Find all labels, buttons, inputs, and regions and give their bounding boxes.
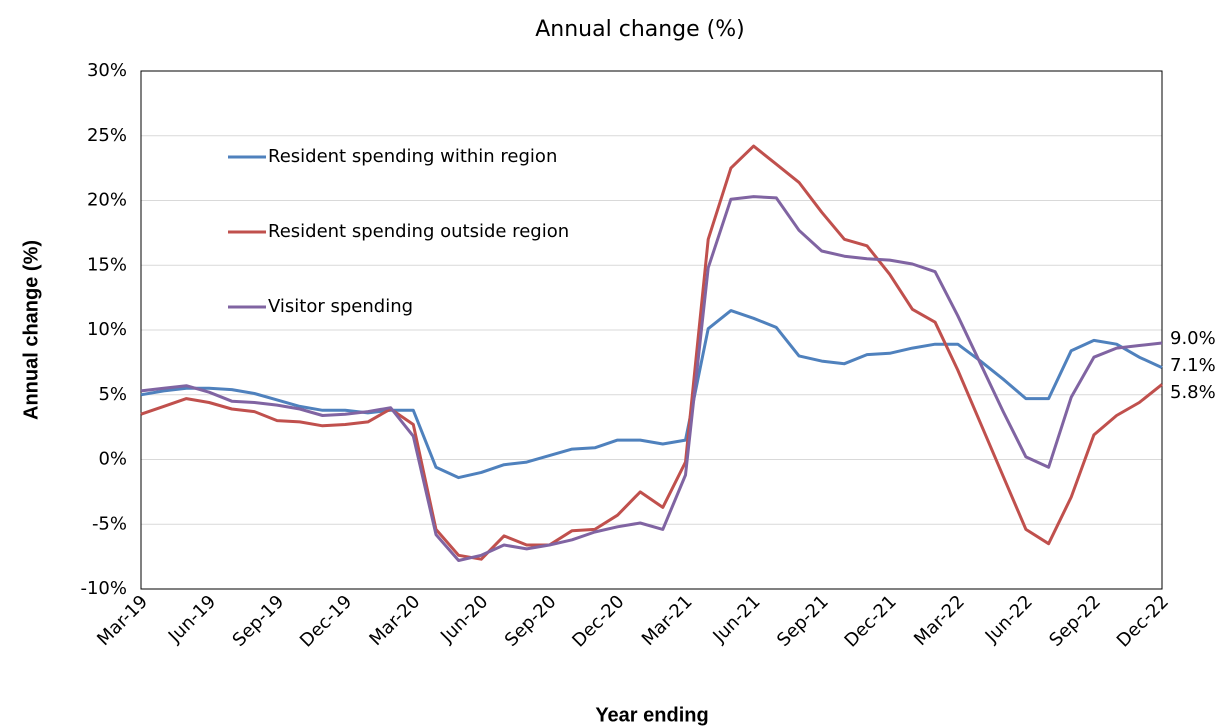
- y-axis-title: Annual change (%): [20, 240, 42, 420]
- x-tick-label: Jun-19: [164, 591, 220, 647]
- x-axis-title: Year ending: [595, 704, 708, 726]
- y-tick-label: 25%: [87, 125, 127, 146]
- x-tick-label: Sep-20: [501, 591, 561, 651]
- y-tick-label: -5%: [92, 513, 127, 534]
- end-label: 5.8%: [1170, 382, 1216, 403]
- legend-label: Resident spending outside region: [268, 221, 569, 242]
- plot-frame: [140, 70, 1163, 590]
- y-tick-label: 0%: [98, 449, 127, 470]
- y-tick-label: 10%: [87, 319, 127, 340]
- x-tick-label: Sep-21: [773, 591, 833, 651]
- x-tick-label: Jun-21: [708, 591, 764, 647]
- x-tick-label: Dec-21: [841, 591, 901, 651]
- legend-label: Resident spending within region: [268, 146, 557, 167]
- x-tick-label: Mar-20: [365, 591, 424, 650]
- y-tick-label: 30%: [87, 60, 127, 81]
- series-line: [140, 309, 1163, 480]
- legend-label: Visitor spending: [268, 296, 413, 317]
- series-line: [140, 195, 1163, 562]
- x-tick-label: Mar-21: [638, 591, 697, 650]
- y-tick-label: 20%: [87, 190, 127, 211]
- y-tick-label: -10%: [80, 578, 127, 599]
- x-tick-label: Mar-19: [93, 591, 152, 650]
- chart-title: Annual change (%): [535, 17, 745, 42]
- x-tick-label: Sep-19: [229, 591, 289, 651]
- x-tick-label: Jun-20: [436, 591, 492, 647]
- x-tick-label: Dec-19: [296, 591, 356, 651]
- end-label: 9.0%: [1170, 328, 1216, 349]
- x-tick-label: Mar-22: [910, 591, 969, 650]
- y-tick-label: 15%: [87, 254, 127, 275]
- y-tick-label: 5%: [98, 384, 127, 405]
- series-line: [140, 144, 1163, 561]
- x-tick-label: Sep-22: [1045, 591, 1105, 651]
- x-tick-label: Dec-22: [1113, 591, 1173, 651]
- x-tick-label: Jun-22: [981, 591, 1037, 647]
- end-label: 7.1%: [1170, 355, 1216, 376]
- x-tick-label: Dec-20: [568, 591, 628, 651]
